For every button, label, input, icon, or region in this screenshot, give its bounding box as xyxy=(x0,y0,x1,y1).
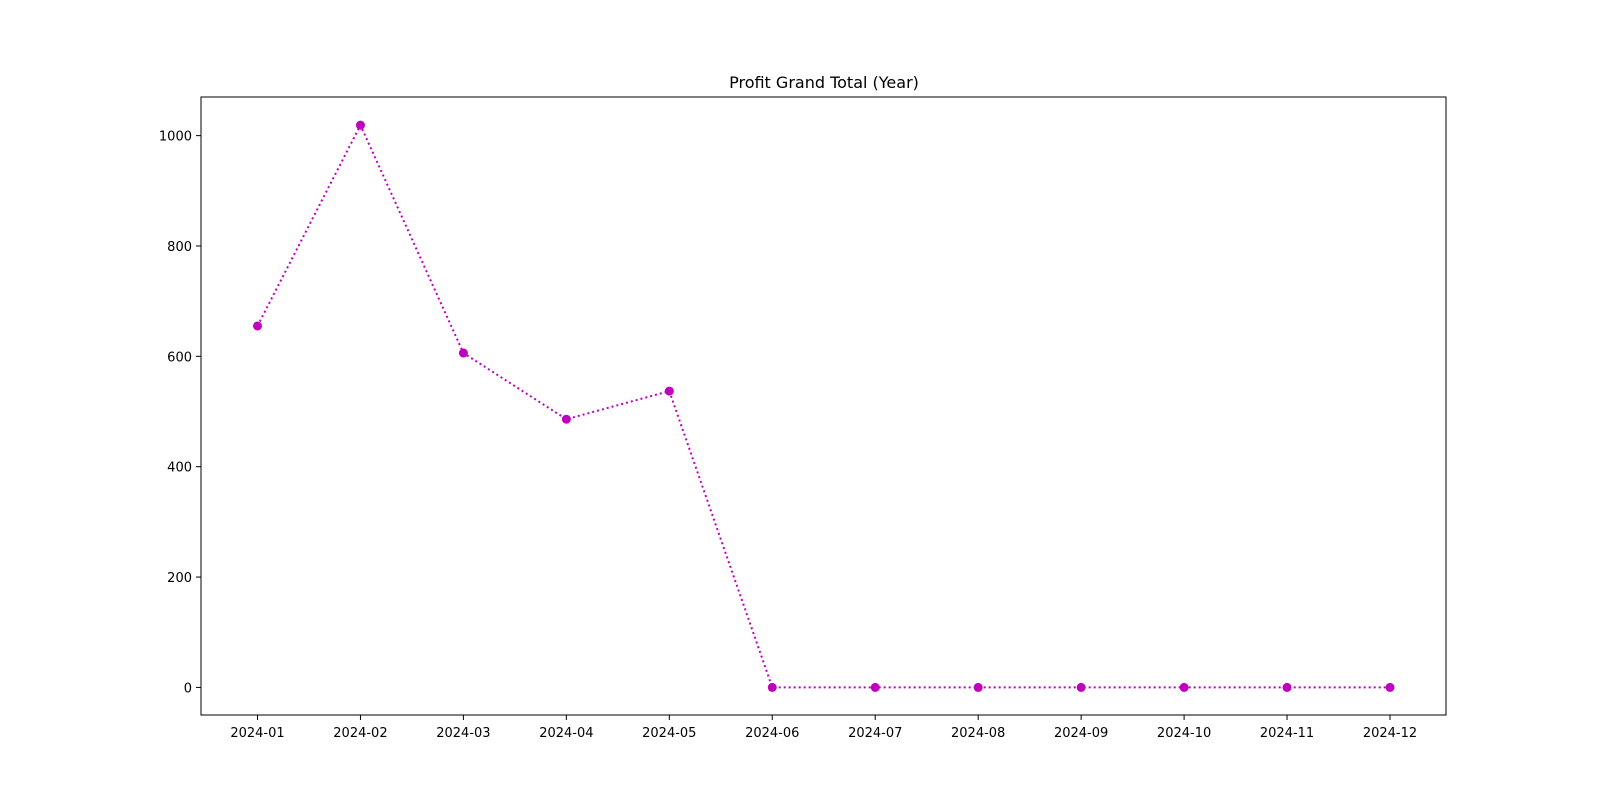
data-point xyxy=(561,414,571,424)
data-point xyxy=(1282,682,1292,692)
data-point xyxy=(973,682,983,692)
x-tick-label: 2024-02 xyxy=(333,726,387,741)
data-point xyxy=(1076,682,1086,692)
data-point xyxy=(664,386,674,396)
y-tick-label: 600 xyxy=(167,350,192,365)
series-line xyxy=(256,122,1390,689)
x-tick-label: 2024-12 xyxy=(1363,726,1417,741)
x-tick-label: 2024-03 xyxy=(436,726,490,741)
x-tick-label: 2024-09 xyxy=(1054,726,1108,741)
x-tick-label: 2024-07 xyxy=(848,726,902,741)
data-point xyxy=(355,120,365,130)
x-tick-label: 2024-05 xyxy=(642,726,696,741)
x-tick-label: 2024-10 xyxy=(1157,726,1211,741)
data-point xyxy=(458,348,468,358)
data-point xyxy=(870,682,880,692)
x-tick-label: 2024-04 xyxy=(539,726,593,741)
y-tick-label: 0 xyxy=(184,681,192,696)
y-tick-label: 200 xyxy=(167,571,192,586)
data-point xyxy=(1179,682,1189,692)
x-axis: 2024-01 2024-02 2024-03 2024-04 2024-05 2024-… xyxy=(230,715,1417,741)
x-tick-label: 2024-01 xyxy=(230,726,284,741)
data-point xyxy=(1385,682,1395,692)
x-tick-label: 2024-06 xyxy=(745,726,799,741)
x-tick-label: 2024-08 xyxy=(951,726,1005,741)
x-tick-label: 2024-11 xyxy=(1260,726,1314,741)
y-tick-label: 800 xyxy=(167,240,192,255)
data-point xyxy=(253,321,262,331)
y-tick-label: 400 xyxy=(167,461,192,476)
chart-title: Profit Grand Total (Year) xyxy=(729,73,919,92)
plot-frame xyxy=(200,96,1447,716)
y-axis: 0 200 400 600 800 1000 xyxy=(159,130,201,696)
data-point xyxy=(767,682,777,692)
y-tick-label: 1000 xyxy=(159,130,192,145)
series-layer xyxy=(253,120,1395,692)
